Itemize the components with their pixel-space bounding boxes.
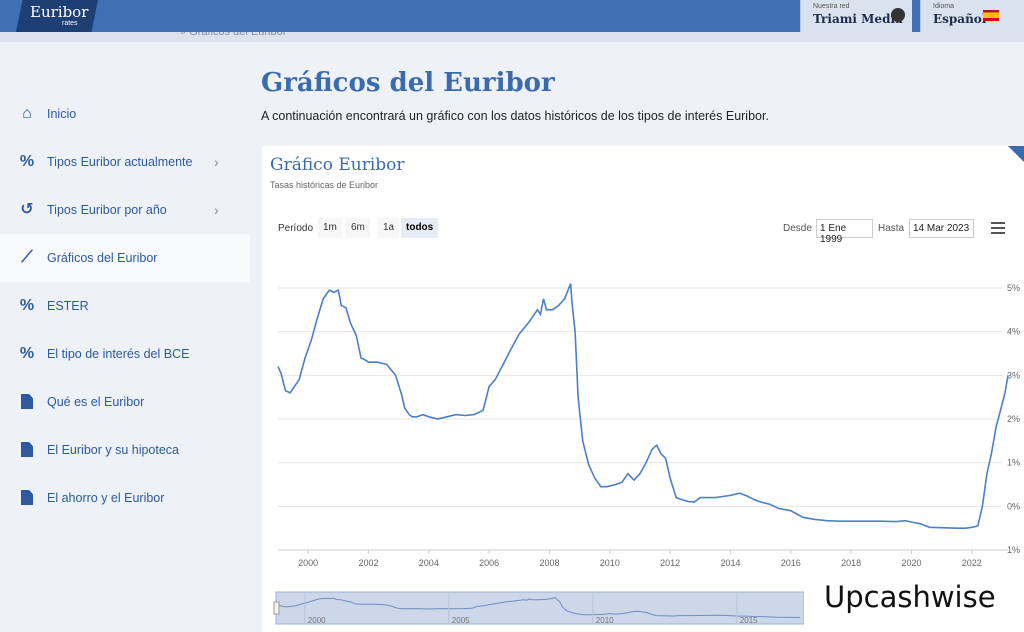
x-tick-label: 2020 xyxy=(901,558,921,568)
top-bar: Euribor rates Nuestra red Triami Media I… xyxy=(0,0,1024,32)
x-tick-label: 2000 xyxy=(298,558,318,568)
sidebar-item-4[interactable]: % ESTER xyxy=(0,282,250,330)
language-small-label: Idioma xyxy=(933,3,955,10)
chart-card: Gráfico Euribor Tasas históricas de Euri… xyxy=(262,146,1024,632)
sidebar-item-0[interactable]: ⌂ Inicio xyxy=(0,90,250,138)
logo-subtext: rates xyxy=(62,20,78,27)
period-label: Período xyxy=(278,223,314,234)
network-name: Triami Media xyxy=(813,12,903,26)
chevron-right-icon: › xyxy=(214,202,219,218)
sidebar-item-label: Gráficos del Euribor xyxy=(47,251,158,265)
percent-icon: % xyxy=(19,345,35,362)
sidebar-item-1[interactable]: % Tipos Euribor actualmente › xyxy=(0,138,250,186)
breadcrumb: » Gráficos del Euribor xyxy=(0,32,1024,42)
range-button-6m[interactable]: 6m xyxy=(346,218,370,238)
document-icon xyxy=(18,441,36,459)
range-button-1m[interactable]: 1m xyxy=(318,218,342,238)
history-icon: ↺ xyxy=(20,201,34,218)
sidebar-item-2[interactable]: ↺ Tipos Euribor por año › xyxy=(0,186,250,234)
sidebar-item-label: El tipo de interés del BCE xyxy=(47,347,190,361)
sidebar: ⌂ Inicio% Tipos Euribor actualmente › ↺ Tipos… xyxy=(0,90,250,522)
navigator-selection xyxy=(275,591,805,625)
intro-text: A continuación encontrará un gráfico con… xyxy=(261,109,769,123)
y-tick-label: 1% xyxy=(1007,458,1020,468)
sidebar-item-label: Tipos Euribor actualmente xyxy=(47,155,193,169)
chart-navigator[interactable]: 2000 2005 2010 2015 xyxy=(262,590,1024,632)
chart-line-icon: ⟋ xyxy=(21,249,33,266)
to-date-input[interactable]: 14 Mar 2023 xyxy=(909,219,974,238)
navigator-line xyxy=(275,597,801,618)
x-tick-label: 2022 xyxy=(962,558,982,568)
percent-icon: % xyxy=(19,153,35,170)
sidebar-item-5[interactable]: % El tipo de interés del BCE xyxy=(0,330,250,378)
navigator-tick-label: 2005 xyxy=(452,616,470,625)
x-tick-label: 2018 xyxy=(841,558,861,568)
percent-icon: % xyxy=(19,297,35,314)
sidebar-item-label: Tipos Euribor por año xyxy=(47,203,167,217)
sidebar-item-label: Inicio xyxy=(47,107,77,121)
language-name: Español xyxy=(933,12,987,26)
spain-flag-icon xyxy=(983,10,999,21)
x-tick-label: 2010 xyxy=(600,558,620,568)
home-icon: ⌂ xyxy=(22,105,32,122)
x-tick-label: 2004 xyxy=(419,558,439,568)
x-tick-label: 2008 xyxy=(539,558,559,568)
logo-text: Euribor xyxy=(30,3,89,21)
y-tick-label: 4% xyxy=(1007,327,1020,337)
y-tick-label: 2% xyxy=(1007,414,1020,424)
document-icon xyxy=(18,393,36,411)
watermark-text: Upcashwise xyxy=(824,580,996,614)
x-tick-label: 2006 xyxy=(479,558,499,568)
globe-icon xyxy=(891,8,905,22)
navigator-tick-label: 2015 xyxy=(740,616,758,625)
to-label: Hasta xyxy=(878,223,905,234)
language-selector[interactable]: Idioma Español xyxy=(920,0,1024,32)
sidebar-item-label: El Euribor y su hipoteca xyxy=(47,443,180,457)
chevron-right-icon: › xyxy=(214,154,219,170)
sidebar-item-7[interactable]: El Euribor y su hipoteca xyxy=(0,426,250,474)
navigator-tick-label: 2000 xyxy=(308,616,326,625)
euribor-line-chart: −1% 0% 1% 2% 3% 4% 5% 2000 2002 2004 2006 2008 2010 2… xyxy=(277,283,1020,568)
sidebar-item-label: El ahorro y el Euribor xyxy=(47,491,165,505)
sidebar-item-8[interactable]: El ahorro y el Euribor xyxy=(0,474,250,522)
sidebar-item-label: Qué es el Euribor xyxy=(47,395,145,409)
network-selector[interactable]: Nuestra red Triami Media xyxy=(800,0,912,32)
from-label: Desde xyxy=(783,223,812,234)
range-button-1a[interactable]: 1a xyxy=(378,218,400,238)
sidebar-item-3[interactable]: ⟋ Gráficos del Euribor xyxy=(0,234,250,282)
y-tick-label: 0% xyxy=(1007,501,1020,511)
series-line-euribor xyxy=(277,283,1009,529)
y-tick-label: 3% xyxy=(1007,370,1020,380)
navigator-tick-label: 2010 xyxy=(596,616,614,625)
x-tick-label: 2016 xyxy=(781,558,801,568)
watermark: Upcashwise xyxy=(804,566,1024,632)
y-tick-label: −1% xyxy=(1002,545,1020,555)
from-date-input[interactable]: 1 Ene 1999 xyxy=(816,219,873,245)
page-title: Gráficos del Euribor xyxy=(261,68,555,98)
site-logo[interactable]: Euribor rates xyxy=(16,0,98,32)
y-tick-label: 5% xyxy=(1007,283,1020,293)
chart-subtitle: Tasas históricas de Euribor xyxy=(270,180,379,190)
network-small-label: Nuestra red xyxy=(813,3,850,10)
x-tick-label: 2012 xyxy=(660,558,680,568)
sidebar-item-label: ESTER xyxy=(47,299,89,313)
breadcrumb-text: » Gráficos del Euribor xyxy=(180,32,287,38)
document-icon xyxy=(18,489,36,507)
x-tick-label: 2002 xyxy=(358,558,378,568)
range-button-todos[interactable]: todos xyxy=(401,218,439,238)
sidebar-item-6[interactable]: Qué es el Euribor xyxy=(0,378,250,426)
chart-menu-icon[interactable] xyxy=(991,222,1005,234)
card-corner-decoration xyxy=(1008,146,1024,162)
chart-title: Gráfico Euribor xyxy=(270,155,405,175)
x-tick-label: 2014 xyxy=(720,558,740,568)
navigator-handle-left xyxy=(273,601,280,615)
